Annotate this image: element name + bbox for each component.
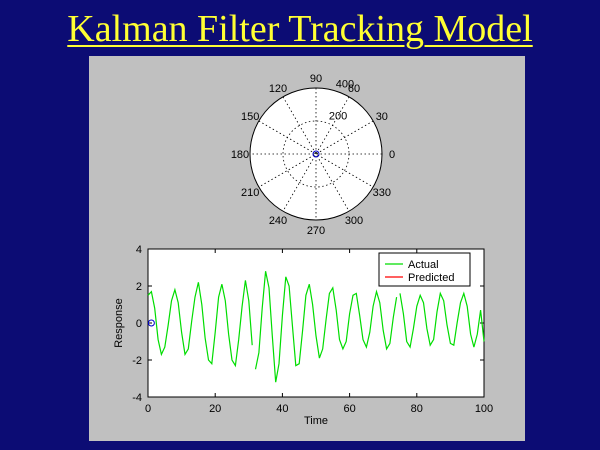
polar-angle-tick-label: 90 (310, 73, 322, 85)
x-tick-label: 60 (343, 403, 355, 415)
polar-data-point (312, 150, 320, 158)
x-tick-label: 100 (475, 403, 493, 415)
legend-box (378, 252, 471, 287)
polar-angle-tick-label: 150 (241, 111, 259, 123)
polar-radius-tick-label: 200 (329, 111, 347, 123)
response-line-chart: 0 20 40 60 80 100420-2-4TimeResponseActualPre… (113, 244, 493, 427)
x-axis-label: Time (304, 415, 328, 427)
legend-label-predicted: Predicted (408, 272, 454, 284)
legend-label-actual: Actual (408, 259, 439, 271)
y-tick-label: 4 (136, 244, 142, 256)
x-tick-label: 0 (145, 403, 151, 415)
x-tick-label: 20 (209, 403, 221, 415)
y-tick-label: 0 (136, 318, 142, 330)
polar-radius-tick-label: 400 (336, 78, 354, 90)
polar-angle-tick-label: 300 (345, 215, 363, 227)
x-tick-label: 40 (276, 403, 288, 415)
polar-angle-tick-label: 240 (269, 215, 287, 227)
polar-angle-tick-label: 30 (376, 111, 388, 123)
polar-angle-tick-label: 120 (269, 83, 287, 95)
start-marker (147, 319, 155, 327)
polar-angle-tick-label: 0 (389, 149, 395, 161)
polar-angle-tick-label: 210 (241, 187, 259, 199)
y-axis-label: Response (113, 298, 125, 348)
polar-angle-tick-label: 60 (348, 83, 360, 95)
polar-angle-tick-label: 270 (307, 225, 325, 237)
y-tick-label: -2 (132, 355, 142, 367)
polar-angle-tick-label: 330 (373, 187, 391, 199)
slide-title: Kalman Filter Tracking Model (67, 8, 533, 50)
x-tick-label: 80 (411, 403, 423, 415)
y-tick-label: -4 (132, 392, 142, 404)
series-line-actual (147, 271, 485, 383)
y-tick-label: 2 (136, 281, 142, 293)
polar-angle-tick-label: 180 (231, 149, 249, 161)
